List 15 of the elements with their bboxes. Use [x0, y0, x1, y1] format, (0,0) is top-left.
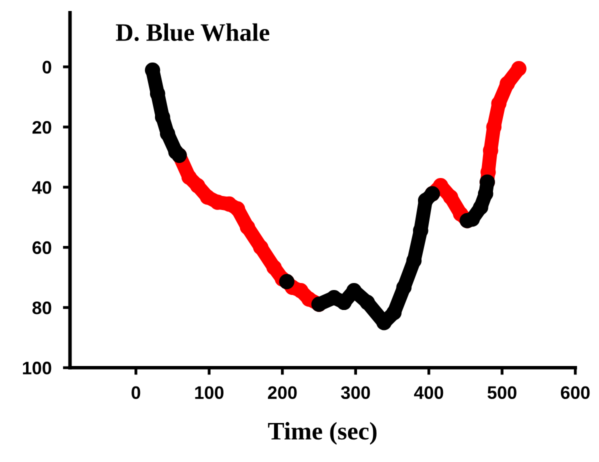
- x-tick-label: 300: [340, 386, 370, 400]
- y-tick-label: 20: [32, 120, 52, 134]
- y-tick-label: 60: [32, 241, 52, 254]
- x-tick-label: 500: [488, 386, 516, 400]
- y-tick-label: 40: [32, 181, 52, 194]
- y-tick-label: 80: [32, 301, 52, 314]
- x-tick-label: 600: [560, 386, 590, 400]
- x-tick-label: 200: [268, 386, 297, 400]
- y-tick-label: 0: [42, 60, 52, 74]
- x-tick-label: 0: [132, 386, 140, 400]
- chart-title: D. Blue Whale: [116, 23, 270, 42]
- y-tick-label: 100: [22, 362, 52, 374]
- x-axis-title: Time (sec): [268, 422, 377, 445]
- x-tick-label: 100: [195, 386, 224, 400]
- x-tick-label: 400: [414, 386, 444, 400]
